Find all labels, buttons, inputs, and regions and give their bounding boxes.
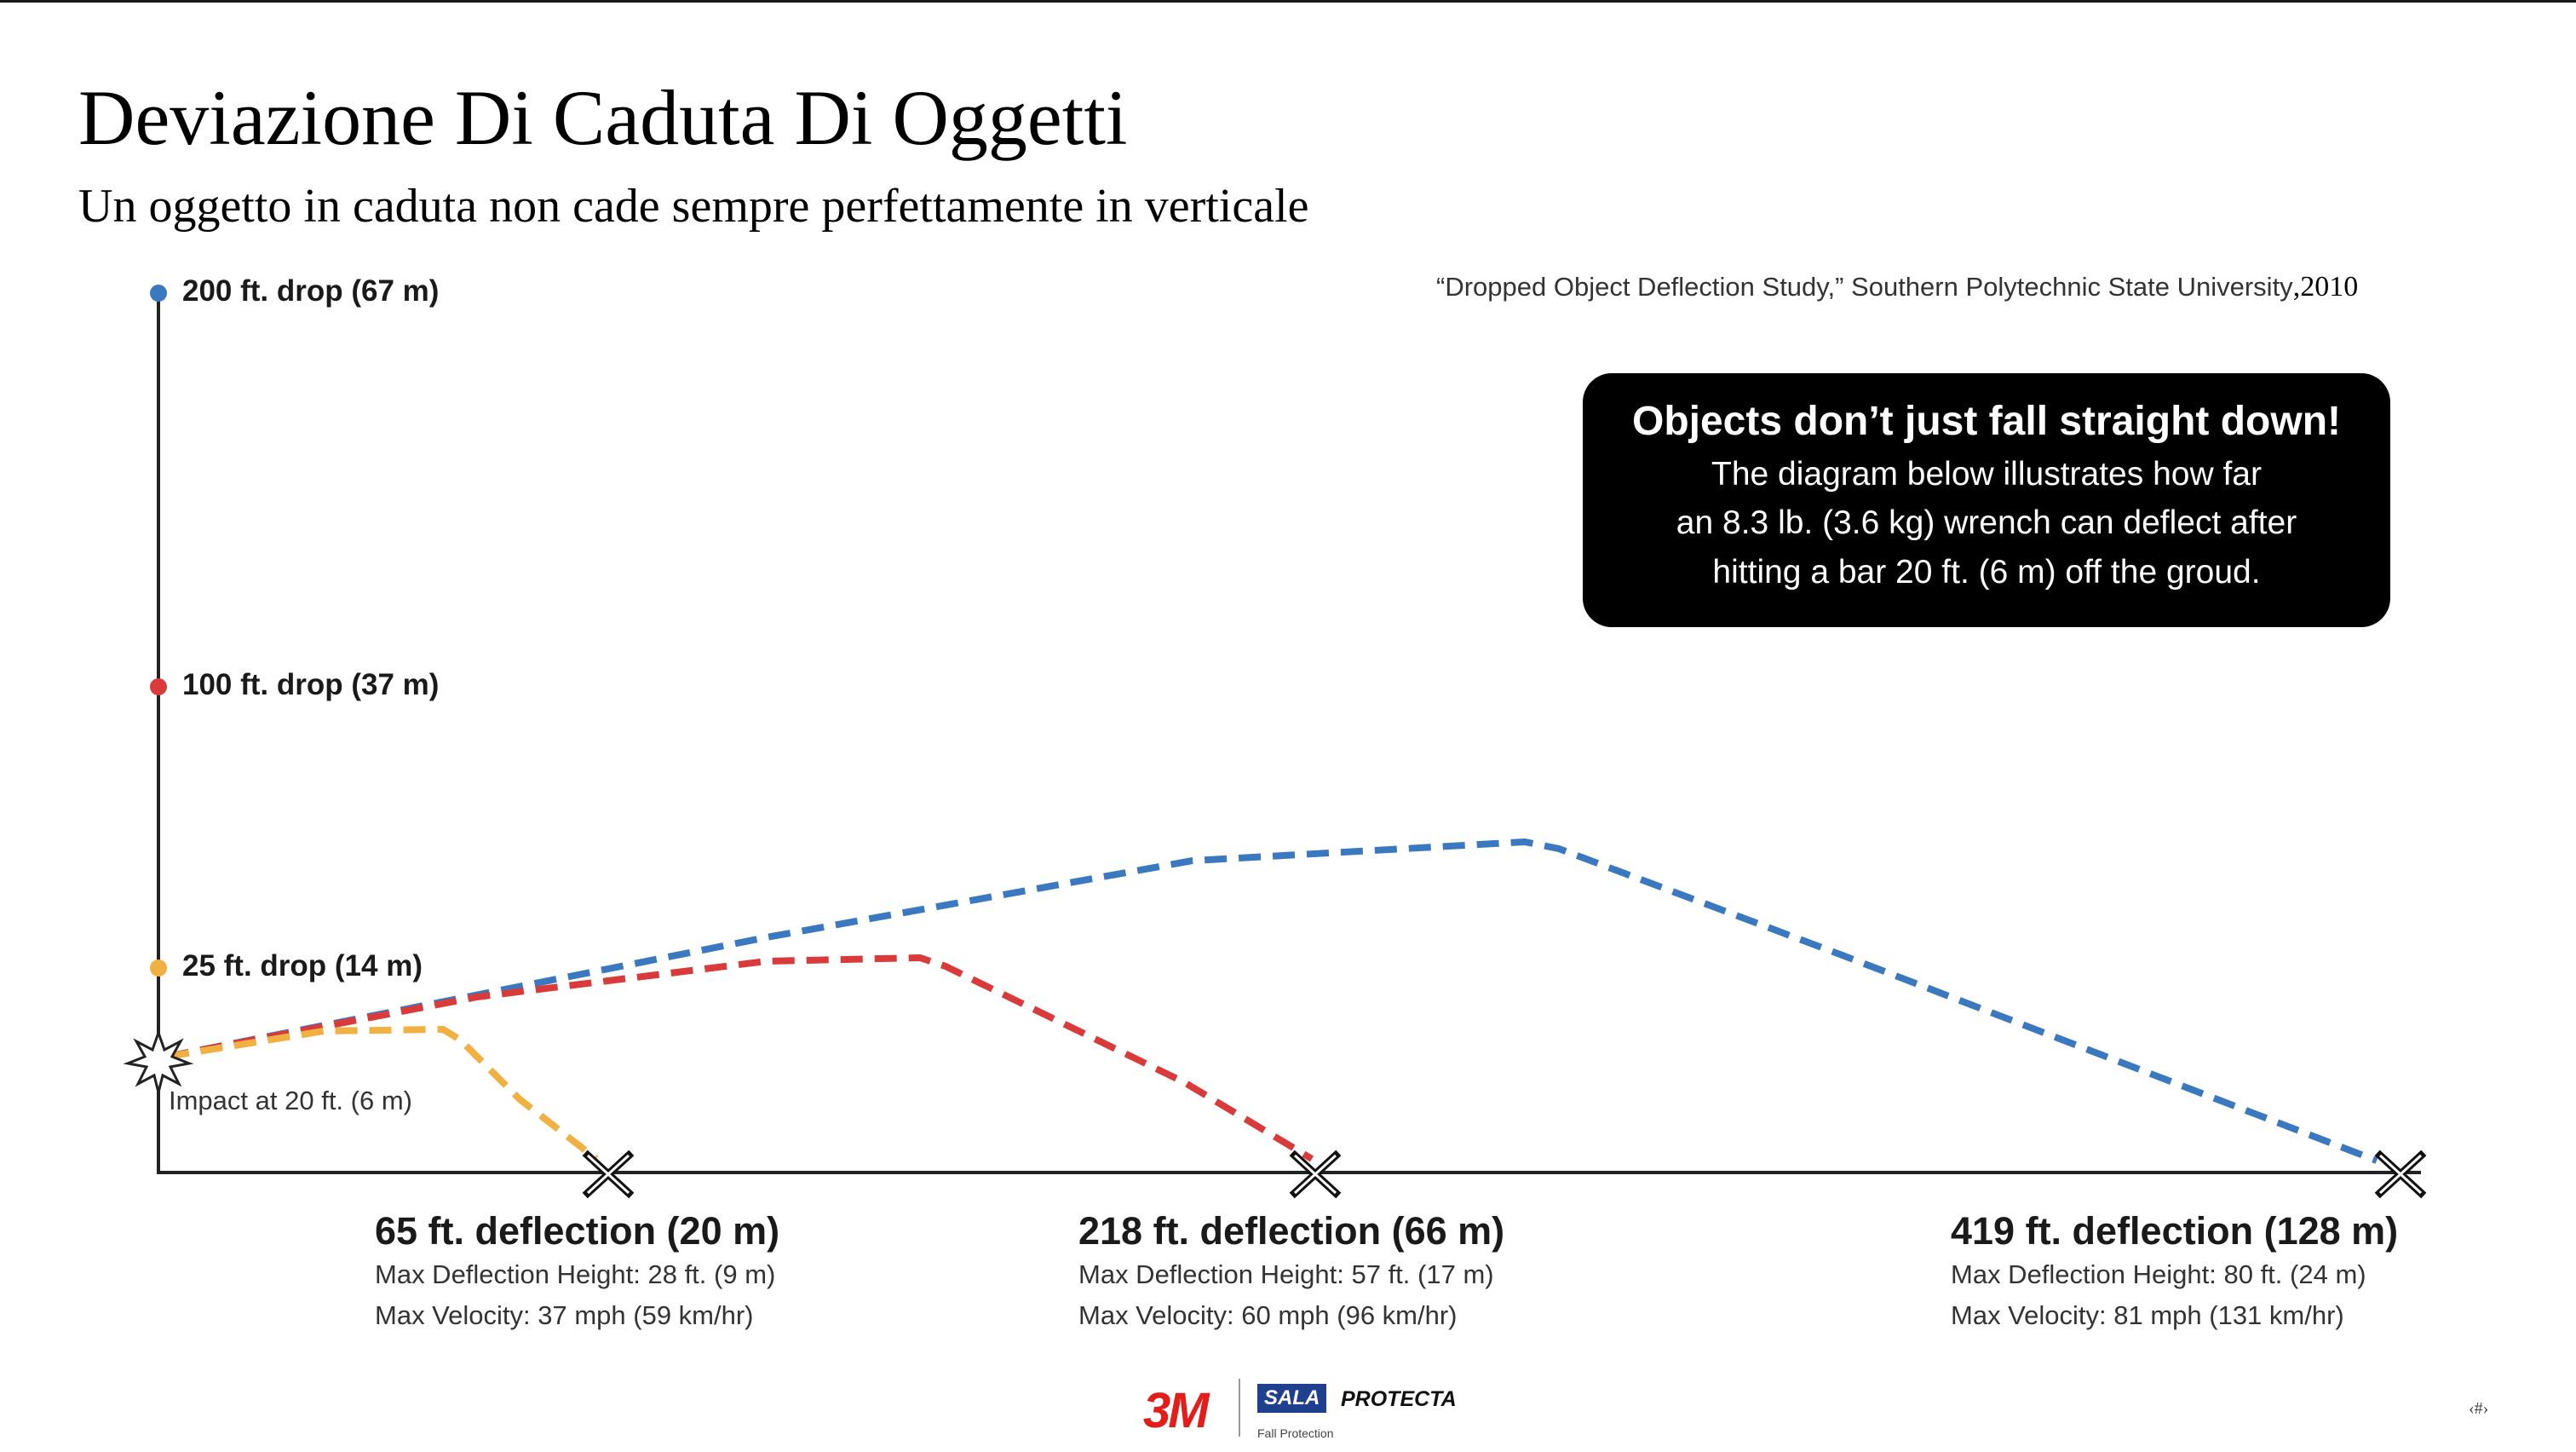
callout-line: hitting a bar 20 ft. (6 m) off the groud… — [1712, 554, 2261, 591]
drop-label-200: 200 ft. drop (67 m) — [182, 274, 440, 308]
logo-3m: 3M — [1143, 1383, 1210, 1438]
callout-line: The diagram below illustrates how far — [1711, 455, 2262, 493]
deflection-info-419ft: 419 ft. deflection (128 m) Max Deflectio… — [1951, 1208, 2398, 1336]
deflection-velocity: Max Velocity: 81 mph (131 km/hr) — [1951, 1300, 2344, 1331]
callout-body: The diagram below illustrates how far an… — [1583, 450, 2390, 597]
landing-x-icon — [1289, 1150, 1342, 1199]
drop-label-100: 100 ft. drop (37 m) — [182, 668, 440, 701]
impact-label: Impact at 20 ft. (6 m) — [169, 1086, 412, 1115]
deflection-velocity: Max Velocity: 60 mph (96 km/hr) — [1078, 1300, 1458, 1331]
citation: “Dropped Object Deflection Study,” South… — [1436, 271, 2358, 303]
logo-sala: SALA — [1257, 1384, 1327, 1413]
impact-burst-icon — [123, 1028, 194, 1093]
drop-marker-25 — [150, 959, 167, 977]
callout-box: Objects don’t just fall straight down! T… — [1583, 373, 2390, 627]
deflection-title: 218 ft. deflection (66 m) — [1078, 1209, 1505, 1253]
callout-title: Objects don’t just fall straight down! — [1631, 399, 2341, 444]
page-title: Deviazione Di Caduta Di Oggetti — [78, 74, 1128, 161]
drop-marker-100 — [150, 678, 167, 695]
deflection-info-218ft: 218 ft. deflection (66 m) Max Deflection… — [1078, 1208, 1504, 1336]
logo-protecta: PROTECTA — [1341, 1387, 1457, 1411]
deflection-height: Max Deflection Height: 80 ft. (24 m) — [1951, 1259, 2366, 1289]
deflection-title: 65 ft. deflection (20 m) — [375, 1209, 780, 1253]
trajectory-100ft — [166, 954, 1314, 1162]
citation-year: ,2010 — [2292, 271, 2359, 302]
callout-line: an 8.3 lb. (3.6 kg) wrench can deflect a… — [1676, 504, 2297, 542]
deflection-height: Max Deflection Height: 28 ft. (9 m) — [375, 1259, 776, 1289]
trajectory-200ft — [166, 838, 2378, 1164]
logo-divider — [1239, 1379, 1240, 1437]
citation-text: “Dropped Object Deflection Study,” South… — [1436, 272, 2293, 302]
drop-label-25: 25 ft. drop (14 m) — [182, 949, 423, 982]
deflection-height: Max Deflection Height: 57 ft. (17 m) — [1078, 1259, 1494, 1289]
page-number: ‹#› — [2469, 1399, 2489, 1418]
brand-logos: 3M SALA PROTECTA Fall Protection — [1143, 1374, 1457, 1442]
deflection-info-65ft: 65 ft. deflection (20 m) Max Deflection … — [375, 1208, 779, 1336]
trajectory-25ft — [166, 1025, 599, 1162]
deflection-title: 419 ft. deflection (128 m) — [1951, 1209, 2399, 1253]
deflection-velocity: Max Velocity: 37 mph (59 km/hr) — [375, 1300, 754, 1331]
top-rule — [0, 0, 2576, 3]
landing-x-icon — [582, 1150, 635, 1199]
landing-x-icon — [2374, 1150, 2427, 1199]
drop-marker-200 — [150, 285, 167, 302]
page-subtitle: Un oggetto in caduta non cade sempre per… — [78, 180, 1309, 233]
logo-fall-protection: Fall Protection — [1257, 1426, 1334, 1440]
